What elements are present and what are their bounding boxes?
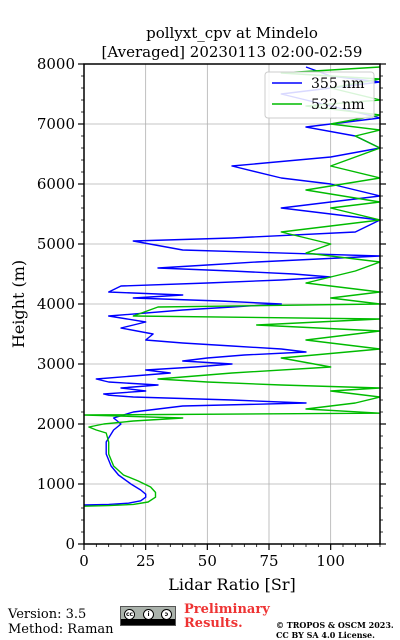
series-lines <box>84 66 380 507</box>
copyright-line-1: © TROPOS & OSCM 2023. <box>276 620 394 630</box>
series-line-355 <box>84 66 380 506</box>
y-tick-label: 3000 <box>37 355 75 373</box>
y-tick-label: 2000 <box>37 415 75 433</box>
y-tick-label: 1000 <box>37 475 75 493</box>
y-tick-label: 0 <box>65 535 75 553</box>
legend-label-355: 355 nm <box>311 76 364 92</box>
y-tick-label: 6000 <box>37 175 75 193</box>
legend-label-532: 532 nm <box>311 97 364 113</box>
y-tick-label: 5000 <box>37 235 75 253</box>
copyright-line-2: CC BY SA 4.0 License. <box>276 630 375 640</box>
preliminary-line-2: Results. <box>184 615 243 631</box>
legend: 355 nm 532 nm <box>264 71 375 119</box>
x-tick-label: 25 <box>136 552 155 570</box>
preliminary-results-note: Preliminary Results. <box>184 603 270 630</box>
x-tick-label: 50 <box>198 552 217 570</box>
version-text: Version: 3.5 <box>8 607 87 622</box>
preliminary-line-1: Preliminary <box>184 602 270 617</box>
chart-title: pollyxt_cpv at Mindelo <box>146 24 318 42</box>
series-line-532 <box>84 66 380 507</box>
axis-ticks: 0 25 50 75 100010002000300040005000600070008… <box>37 55 386 570</box>
x-axis-label: Lidar Ratio [Sr] <box>168 575 296 594</box>
x-tick-label: 0 <box>79 552 89 570</box>
x-tick-label: 75 <box>259 552 278 570</box>
cc-license-badge: cc i ↄ <box>120 606 176 626</box>
copyright-note: © TROPOS & OSCM 2023. CC BY SA 4.0 Licen… <box>276 620 394 640</box>
y-axis-label: Height (m) <box>9 260 28 348</box>
y-tick-label: 4000 <box>37 295 75 313</box>
cc-badge-band <box>121 619 175 625</box>
chart-subtitle: [Averaged] 20230113 02:00-02:59 <box>102 43 363 61</box>
method-text: Method: Raman <box>8 622 114 637</box>
y-tick-label: 7000 <box>37 115 75 133</box>
y-tick-label: 8000 <box>37 55 75 73</box>
x-tick-label: 100 <box>316 552 345 570</box>
